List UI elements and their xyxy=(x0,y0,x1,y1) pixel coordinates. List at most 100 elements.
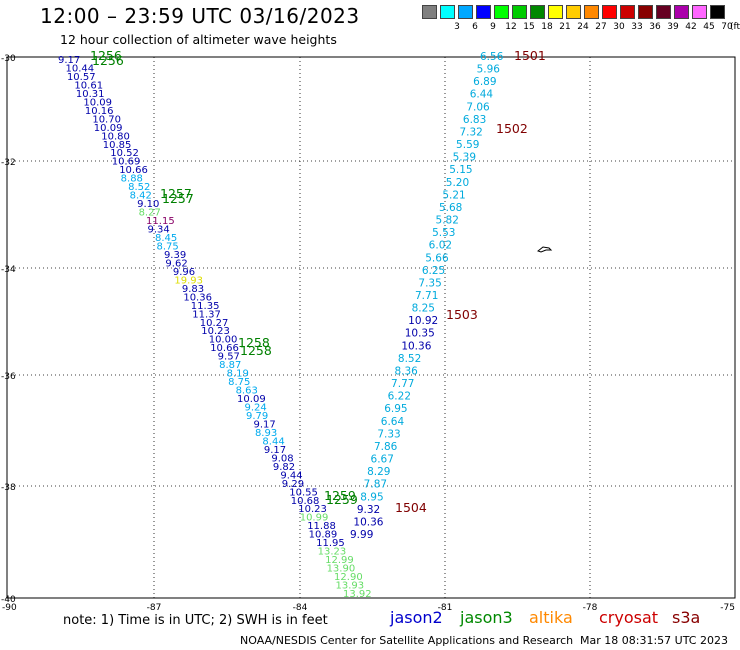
lat-label: -30 xyxy=(1,54,16,64)
legend-label: 6 xyxy=(472,22,478,32)
swh-value: 8.29 xyxy=(367,466,390,478)
swh-value: 10.16 xyxy=(85,106,114,117)
swh-value: 8.93 xyxy=(255,428,277,439)
swh-value: 8.75 xyxy=(228,377,250,388)
swh-value: 9.24 xyxy=(245,403,267,414)
swh-value: 10.80 xyxy=(101,131,130,142)
swh-value: 10.09 xyxy=(237,394,266,405)
legend-label: 42 xyxy=(685,22,697,32)
swh-value: 6.25 xyxy=(422,265,445,277)
legend-swatch xyxy=(584,5,599,19)
swh-value: 10.36 xyxy=(183,292,212,303)
lon-label: -84 xyxy=(293,603,308,613)
swh-value: 10.66 xyxy=(119,165,148,176)
legend-label: 36 xyxy=(649,22,661,32)
legend-label: 18 xyxy=(541,22,553,32)
swh-value: 5.59 xyxy=(456,139,479,151)
footer-credit: NOAA/NESDIS Center for Satellite Applica… xyxy=(240,634,574,647)
swh-value: 12.99 xyxy=(325,555,354,566)
swh-value: 8.95 xyxy=(360,491,383,503)
swh-value: 6.95 xyxy=(384,403,407,415)
swh-value: 10.68 xyxy=(291,496,320,507)
swh-value: 9.96 xyxy=(173,267,195,278)
swh-value: 7.35 xyxy=(418,277,441,289)
swh-value: 5.39 xyxy=(453,152,476,164)
mission-s3a: s3a xyxy=(672,608,701,627)
swh-value: 10.27 xyxy=(200,318,229,329)
swh-value: 6.83 xyxy=(463,114,486,126)
swh-value: 6.22 xyxy=(388,391,411,403)
swh-value: 7.06 xyxy=(466,101,490,113)
swh-value: 8.87 xyxy=(219,360,241,371)
swh-value: 5.15 xyxy=(449,164,472,176)
mission-jason2: jason2 xyxy=(390,608,443,627)
swh-value: 11.37 xyxy=(192,309,221,320)
swh-value: 9.08 xyxy=(271,453,293,464)
swh-value: 10.35 xyxy=(405,328,435,340)
swh-value: 8.42 xyxy=(130,191,152,202)
swh-value: 11.35 xyxy=(191,301,220,312)
swh-value: 10.36 xyxy=(353,516,383,528)
swh-value: 10.99 xyxy=(300,513,329,524)
swh-value: 7.86 xyxy=(374,441,398,453)
units-note: note: 1) Time is in UTC; 2) SWH is in fe… xyxy=(63,613,328,628)
swh-value: 8.44 xyxy=(262,436,284,447)
lat-label: -40 xyxy=(1,595,16,605)
mission-cryosat: cryosat xyxy=(599,608,659,627)
lon-label: -81 xyxy=(438,603,453,613)
track-time-label: 1504 xyxy=(395,500,427,515)
track-time-label: 1257 xyxy=(162,191,194,206)
legend-swatch xyxy=(548,5,563,19)
swh-value: 7.33 xyxy=(377,428,400,440)
swh-value: 10.70 xyxy=(92,114,121,125)
legend-label: 15 xyxy=(523,22,535,32)
legend-swatch xyxy=(656,5,671,19)
swh-value: 5.68 xyxy=(439,202,462,214)
swh-value: 10.31 xyxy=(76,89,105,100)
swh-value: 10.55 xyxy=(289,487,318,498)
track-time-label: 1256 xyxy=(90,48,122,63)
track-time-label: 1257 xyxy=(160,186,192,201)
track-time-label: 1503 xyxy=(446,307,478,322)
swh-value: 6.64 xyxy=(381,416,405,428)
swh-value: 10.66 xyxy=(210,343,239,354)
swh-value: 6.02 xyxy=(429,240,452,252)
lat-label: -32 xyxy=(1,158,16,168)
swh-value: 5.21 xyxy=(442,189,465,201)
legend-unit: (ft) xyxy=(730,22,740,32)
swh-value: 8.36 xyxy=(394,365,418,377)
swh-value: 10.69 xyxy=(112,157,141,168)
swh-value: 10.00 xyxy=(209,335,238,346)
swh-value: 9.79 xyxy=(246,411,268,422)
swh-value: 13.93 xyxy=(336,581,365,592)
legend-label: 39 xyxy=(667,22,679,32)
swh-value: 13.92 xyxy=(343,589,372,600)
swh-value: 9.82 xyxy=(273,462,295,473)
swh-value: 10.44 xyxy=(65,63,94,74)
legend-swatch xyxy=(566,5,581,19)
swh-value: 10.09 xyxy=(94,123,123,134)
track-time-label: 1258 xyxy=(238,335,270,350)
lon-label: -87 xyxy=(147,603,162,613)
lon-label: -78 xyxy=(583,603,598,613)
swh-value: 8.19 xyxy=(227,369,249,380)
legend-swatch xyxy=(674,5,689,19)
page-title: 12:00 – 23:59 UTC 03/16/2023 xyxy=(40,4,360,28)
swh-value: 5.66 xyxy=(425,252,449,264)
legend-label: 27 xyxy=(595,22,607,32)
swh-value: 9.44 xyxy=(280,470,302,481)
swh-value: 6.44 xyxy=(470,89,494,101)
lat-label: -36 xyxy=(1,372,16,382)
swh-value: 8.88 xyxy=(121,174,143,185)
footer-timestamp: Mar 18 08:31:57 UTC 2023 xyxy=(580,634,728,647)
legend-swatch xyxy=(440,5,455,19)
swh-value: 10.57 xyxy=(67,72,96,83)
swh-value: 8.45 xyxy=(155,233,177,244)
swh-value: 8.27 xyxy=(139,208,161,219)
swh-value: 10.89 xyxy=(309,530,338,541)
swh-value: 6.67 xyxy=(371,454,394,466)
swh-value: 9.39 xyxy=(164,250,186,261)
swh-value: 9.57 xyxy=(218,352,240,363)
swh-value: 8.75 xyxy=(156,241,178,252)
